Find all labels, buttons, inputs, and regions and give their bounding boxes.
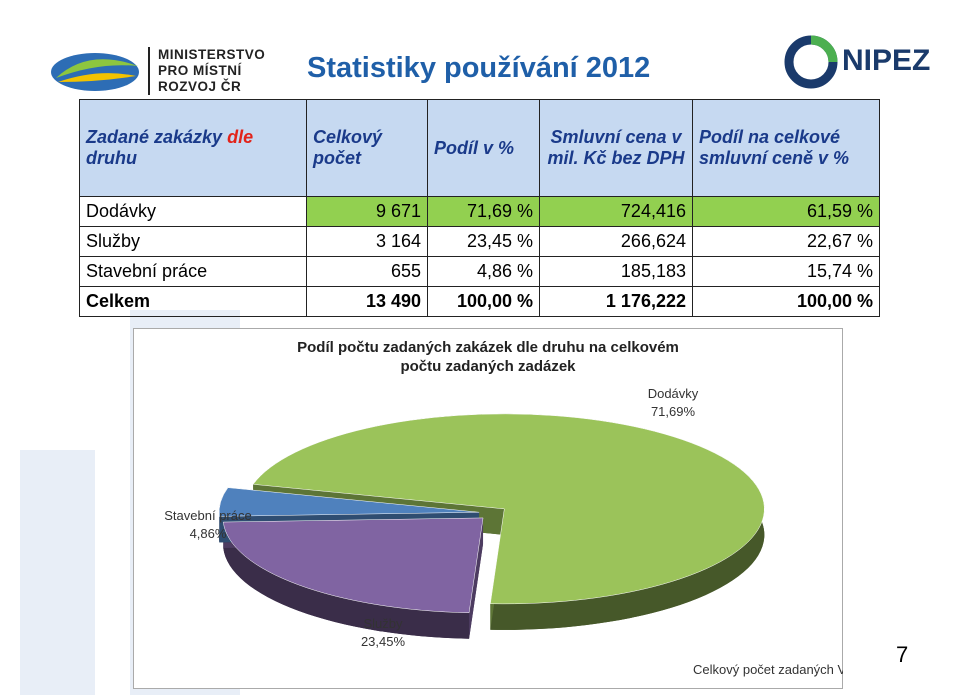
slice-side [223,522,470,639]
table-cell: 100,00 % [692,286,880,317]
slice [218,487,480,517]
table-cell: 266,624 [539,226,693,257]
table-header: Zadané zakázky dle druhu Celkový počet P… [79,99,880,197]
table-cell: 71,69 % [427,196,540,227]
stats-table: Zadané zakázky dle druhu Celkový počet P… [79,99,880,317]
slide-title: Statistiky používání 2012 [307,52,651,84]
header-text: druhu [86,148,137,168]
page-number: 7 [896,642,909,667]
header-cell: Podíl v % [427,99,540,197]
slice-label: Stavební práce [164,508,251,523]
table-cell: 23,45 % [427,226,540,257]
header-text: dle [227,127,254,147]
ministry-line: ROZVOJ ČR [158,79,242,94]
header-text: Zadané zakázky [86,127,223,147]
table-cell: 4,86 % [427,256,540,287]
table-cell: 185,183 [539,256,693,287]
ministry-logo [51,53,139,91]
table-row: Stavební práce 655 4,86 % 185,183 15,74 % [79,256,880,287]
nipez-logo [784,35,838,89]
brand: NIPEZ [842,44,931,77]
slice-value: 71,69% [651,404,696,419]
chart-title: Podíl počtu zadaných zakázek dle druhu n… [297,339,679,375]
table-cell: 100,00 % [427,286,540,317]
table-cell: 3 164 [306,226,428,257]
slice [223,517,484,614]
ministry-line: MINISTERSTVO [158,47,266,62]
table-cell: Celkem [79,286,307,317]
table-cell: 61,59 % [692,196,880,227]
slice-value: 4,86% [190,526,227,541]
header-cell: Smluvní cena v mil. Kč bez DPH [539,99,693,197]
table-cell: 15,74 % [692,256,880,287]
table-cell: 22,67 % [692,226,880,257]
table-row: Celkem 13 490 100,00 % 1 176,222 100,00 % [79,286,880,317]
footnote: Celkový počet zadaných VZ: 13 490 [693,662,843,677]
header-cell: Podíl na celkové smluvní ceně v % [692,99,880,197]
table-row: Služby 3 164 23,45 % 266,624 22,67 % [79,226,880,257]
slice-value: 23,45% [361,634,406,649]
slice [252,413,765,605]
table-cell: 655 [306,256,428,287]
slice-label: Služby [363,616,403,631]
table-cell: Stavební práce [79,256,307,287]
table-row: Dodávky 9 671 71,69 % 724,416 61,59 % [79,196,880,227]
table-cell: Dodávky [79,196,307,227]
header-cell: Celkový počet [306,99,428,197]
ministry-line: PRO MÍSTNÍ [158,63,242,78]
header-cell: Zadané zakázky dle druhu [79,99,307,197]
table-cell: 1 176,222 [539,286,693,317]
table-cell: 724,416 [539,196,693,227]
slice-label: Dodávky [648,386,699,401]
table-cell: 9 671 [306,196,428,227]
table-cell: 13 490 [306,286,428,317]
pie-chart: Podíl počtu zadaných zakázek dle druhu n… [133,328,843,689]
table-cell: Služby [79,226,307,257]
ministry-name: MINISTERSTVO PRO MÍSTNÍ ROZVOJ ČR [148,47,265,95]
decoration [20,450,95,695]
